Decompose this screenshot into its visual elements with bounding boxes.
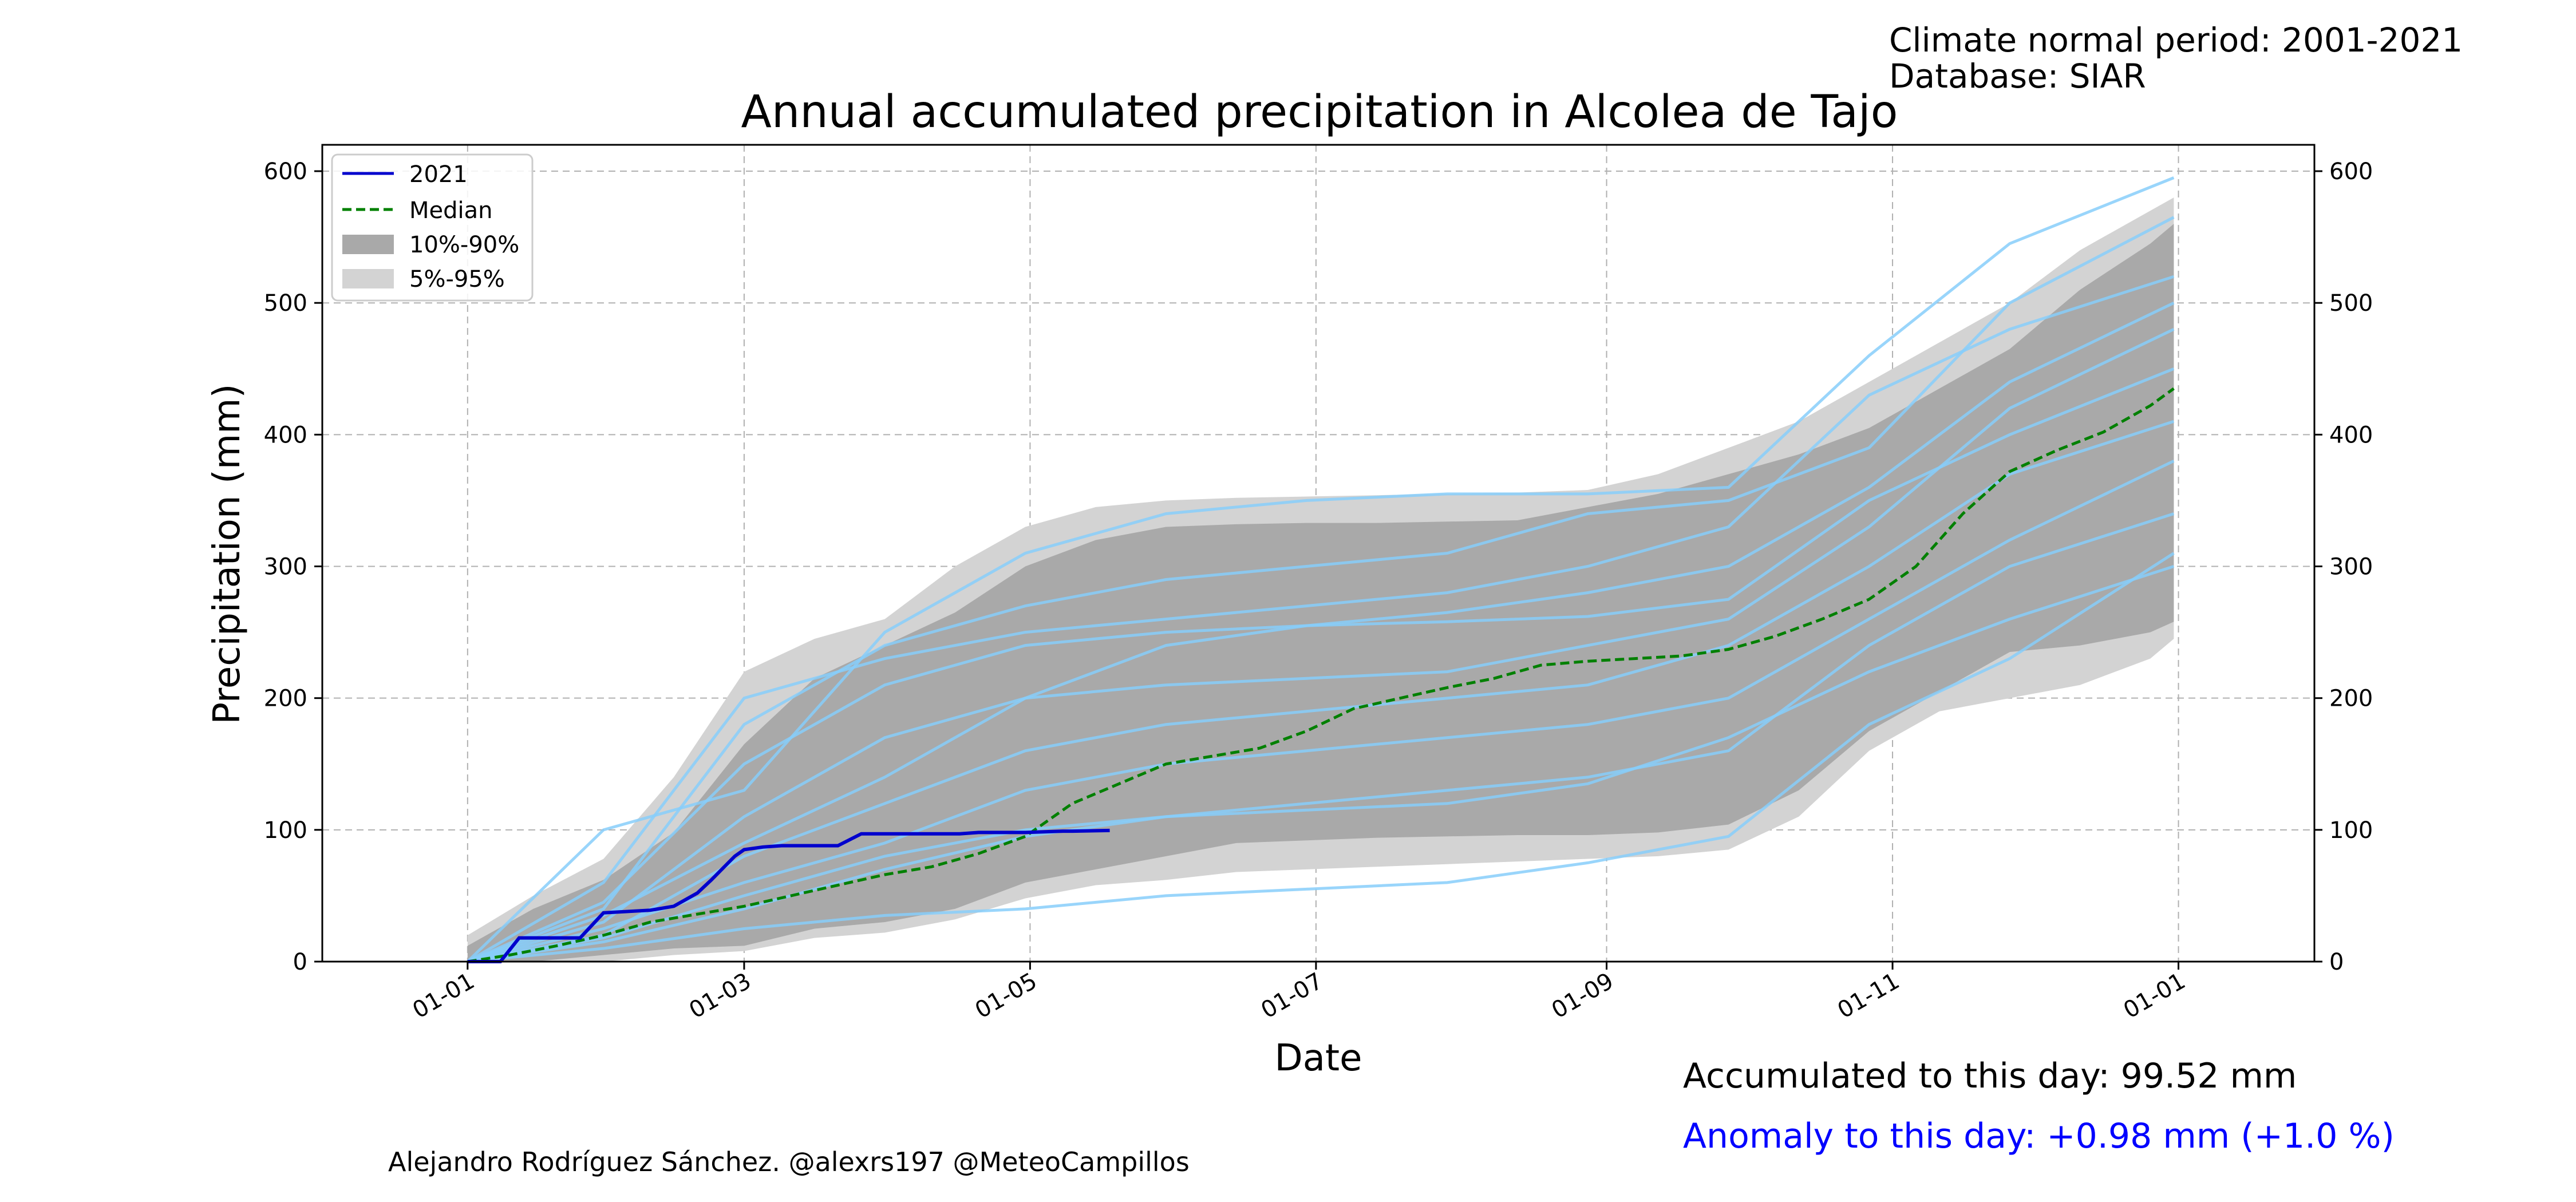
legend-label-10-90: 10%-90% — [409, 232, 519, 258]
legend-label-median: Median — [409, 197, 493, 224]
x-tick-label: 01-03 — [685, 968, 756, 1024]
y-tick-label-left: 200 — [264, 686, 307, 712]
anomaly-readout: Anomaly to this day: +0.98 mm (+1.0 %) — [1683, 1116, 2395, 1156]
y-axis-label: Precipitation (mm) — [206, 384, 248, 725]
y-tick-label-right: 600 — [2329, 159, 2373, 185]
x-tick-label: 01-09 — [1547, 968, 1618, 1024]
y-tick-label-left: 100 — [264, 817, 307, 844]
legend-swatch-5-95 — [342, 269, 394, 288]
chart-title: Annual accumulated precipitation in Alco… — [741, 86, 1898, 138]
y-tick-label-right: 100 — [2329, 817, 2373, 844]
legend-label-5-95: 5%-95% — [409, 266, 505, 292]
y-tick-label-left: 0 — [293, 949, 307, 975]
y-tick-label-right: 300 — [2329, 554, 2373, 580]
climate-period-note: Climate normal period: 2001-2021 — [1889, 23, 2463, 57]
database-note: Database: SIAR — [1889, 59, 2146, 93]
x-tick-label: 01-07 — [1257, 968, 1327, 1024]
legend: 2021 Median 10%-90% 5%-95% — [332, 155, 532, 300]
x-tick-label: 01-11 — [1833, 968, 1904, 1024]
x-tick-label: 01-05 — [971, 968, 1042, 1024]
y-tick-label-right: 500 — [2329, 290, 2373, 317]
y-tick-label-right: 200 — [2329, 686, 2373, 712]
author-credit: Alejandro Rodríguez Sánchez. @alexrs197 … — [388, 1146, 1190, 1177]
y-tick-label-right: 400 — [2329, 422, 2373, 448]
y-tick-label-right: 0 — [2329, 949, 2344, 975]
y-tick-label-left: 600 — [264, 159, 307, 185]
legend-label-2021: 2021 — [409, 161, 468, 188]
accumulated-readout: Accumulated to this day: 99.52 mm — [1683, 1056, 2297, 1096]
x-axis-label: Date — [1275, 1037, 1362, 1080]
legend-swatch-10-90 — [342, 235, 394, 254]
y-tick-label-left: 500 — [264, 290, 307, 317]
x-tick-label: 01-01 — [408, 968, 479, 1024]
y-tick-label-left: 400 — [264, 422, 307, 448]
x-tick-label: 01-01 — [2119, 968, 2190, 1024]
y-tick-label-left: 300 — [264, 554, 307, 580]
